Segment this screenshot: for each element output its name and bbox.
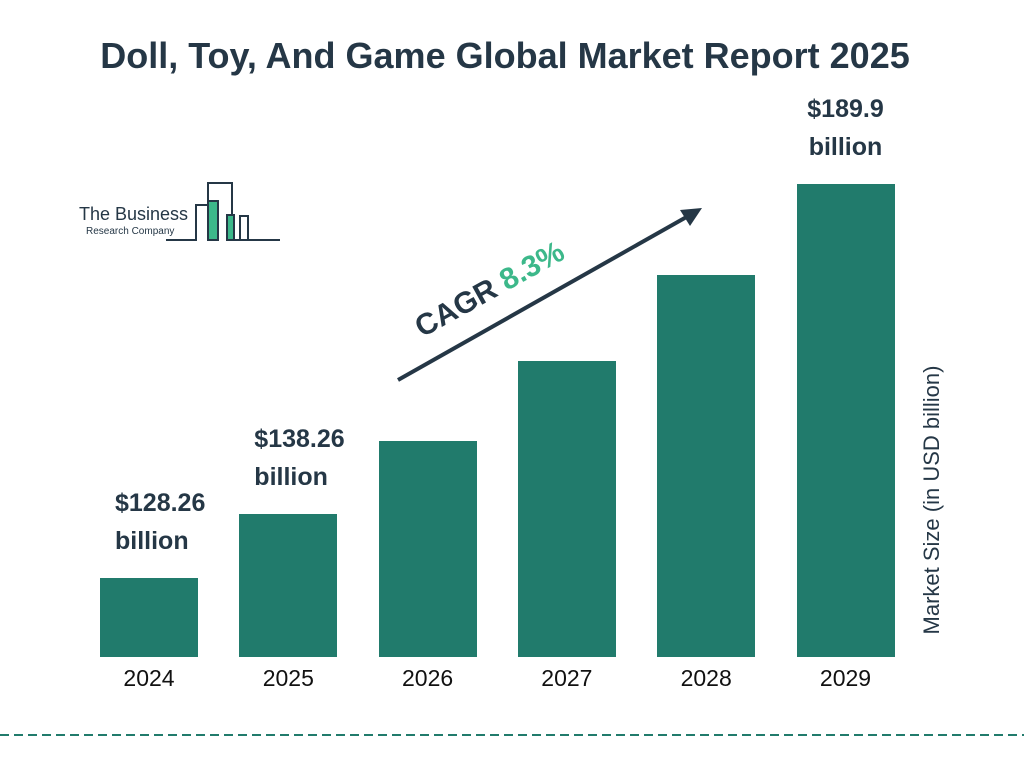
bar bbox=[239, 514, 338, 657]
value-label: $138.26 billion bbox=[254, 425, 345, 492]
logo-graphic bbox=[166, 182, 280, 241]
x-tick-label: 2029 bbox=[819, 665, 872, 691]
bar bbox=[100, 578, 198, 657]
bar bbox=[657, 275, 756, 657]
value-label: $189.9 billion bbox=[807, 95, 884, 161]
logo-text: The Business bbox=[79, 204, 189, 224]
x-tick-label: 2025 bbox=[262, 665, 314, 691]
bar bbox=[796, 184, 895, 657]
cagr-arrow bbox=[397, 208, 702, 382]
value-label: $128.26 billion bbox=[115, 489, 206, 555]
bar bbox=[378, 440, 477, 657]
x-tick-label: 2027 bbox=[541, 665, 593, 691]
bar bbox=[517, 361, 616, 657]
chart-title: Doll, Toy, And Game Global Market Report… bbox=[100, 35, 910, 76]
logo-subtext: Research Company bbox=[86, 226, 175, 237]
x-tick-label: 2024 bbox=[123, 665, 175, 691]
x-tick-label: 2028 bbox=[680, 665, 732, 691]
x-tick-label: 2026 bbox=[402, 665, 454, 691]
